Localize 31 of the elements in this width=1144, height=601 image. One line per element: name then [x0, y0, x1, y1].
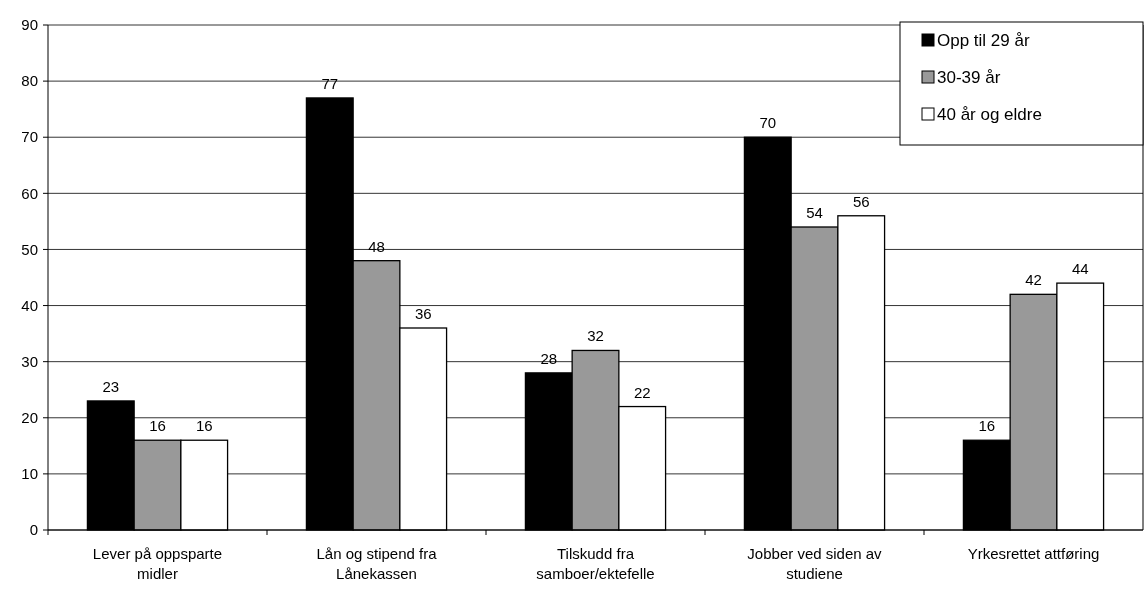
y-tick-label: 30 [21, 352, 38, 370]
y-tick-label: 80 [21, 72, 38, 90]
x-tick-label: Yrkesrettet attføring [967, 545, 1100, 562]
data-label: 16 [195, 417, 213, 435]
y-tick-label: 10 [21, 465, 38, 483]
y-tick-label: 50 [21, 240, 38, 258]
data-label: 44 [1071, 260, 1089, 278]
legend-label: 40 år og eldre [937, 104, 1042, 124]
data-label: 16 [149, 417, 166, 435]
y-tick-label: 20 [21, 409, 38, 427]
y-tick-label: 60 [21, 184, 38, 202]
data-label: 32 [587, 327, 604, 345]
data-label: 56 [852, 192, 870, 210]
y-tick-label: 40 [21, 296, 38, 314]
data-label: 54 [806, 204, 823, 221]
data-label: 70 [759, 114, 777, 132]
x-tick-label: Lever på oppsparte midler [92, 545, 223, 582]
data-label: 77 [321, 74, 339, 92]
x-tick-label: Jobber ved siden av studiene [747, 545, 883, 582]
data-label: 23 [102, 377, 120, 395]
data-label: 22 [633, 383, 651, 401]
y-tick-label: 0 [29, 521, 38, 539]
data-label: 16 [978, 417, 996, 435]
x-tick-label: Lån og stipend fra Lånekassen [316, 545, 438, 582]
data-label: 36 [414, 305, 432, 322]
legend-label: 30-39 år [937, 67, 1001, 87]
y-tick-label: 70 [21, 128, 38, 146]
data-label: 42 [1025, 271, 1042, 289]
legend-label: Opp til 29 år [937, 30, 1030, 50]
x-tick-label: Tilskudd fra samboer/ektefelle [536, 545, 655, 582]
y-tick-label: 90 [21, 16, 38, 34]
